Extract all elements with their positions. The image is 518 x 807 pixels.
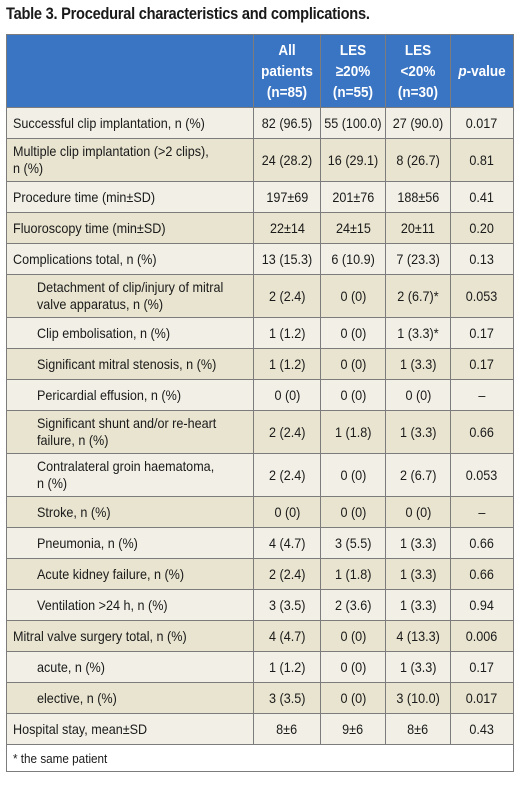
table-row: Multiple clip implantation (>2 clips), n … [6,138,514,182]
table-row: Hospital stay, mean±SD 8±6 9±6 8±6 0.43 [6,713,514,745]
footnote: * the same patient [6,744,514,772]
header-label [6,34,254,108]
table-row: Complications total, n (%) 13 (15.3) 6 (… [6,243,514,275]
footnote-row: * the same patient [6,744,514,772]
table-row: Mitral valve surgery total, n (%) 4 (4.7… [6,620,514,652]
header-les-high: LES ≥20% (n=55) [320,34,386,108]
table-row: Acute kidney failure, n (%) 2 (2.4) 1 (1… [6,558,514,590]
table-row: Significant shunt and/or re-heart failure… [6,410,514,454]
table-row: Clip embolisation, n (%) 1 (1.2) 0 (0) 1… [6,317,514,349]
header-all-patients: All patients (n=85) [253,34,321,108]
table-row: Fluoroscopy time (min±SD) 22±14 24±15 20… [6,212,514,244]
table-row: Detachment of clip/injury of mitral valve… [6,274,514,318]
data-table: All patients (n=85) LES ≥20% (n=55) LES <20%(… [6,34,514,772]
table-row: Pericardial effusion, n (%) 0 (0) 0 (0) … [6,379,514,411]
table-row: Successful clip implantation, n (%) 82 (… [6,107,514,139]
table-row: Procedure time (min±SD) 197±69 201±76 18… [6,181,514,213]
table-row: Contralateral groin haematoma, n (%) 2 (2… [6,453,514,497]
header-les-low: LES <20% (n=30) [385,34,451,108]
table-row: Ventilation >24 h, n (%) 3 (3.5) 2 (3.6)… [6,589,514,621]
table-row: Stroke, n (%) 0 (0) 0 (0) 0 (0) – [6,496,514,528]
table-row: Significant mitral stenosis, n (%) 1 (1.… [6,348,514,380]
header-row: All patients (n=85) LES ≥20% (n=55) LES <20%(… [6,34,514,108]
table-title: Table 3. Procedural characteristics and … [6,4,370,23]
table-row: acute, n (%) 1 (1.2) 0 (0) 1 (3.3) 0.17 [6,651,514,683]
table-row: elective, n (%) 3 (3.5) 0 (0) 3 (10.0) 0… [6,682,514,714]
table-row: Pneumonia, n (%) 4 (4.7) 3 (5.5) 1 (3.3)… [6,527,514,559]
header-p-value: p-value [450,34,514,108]
